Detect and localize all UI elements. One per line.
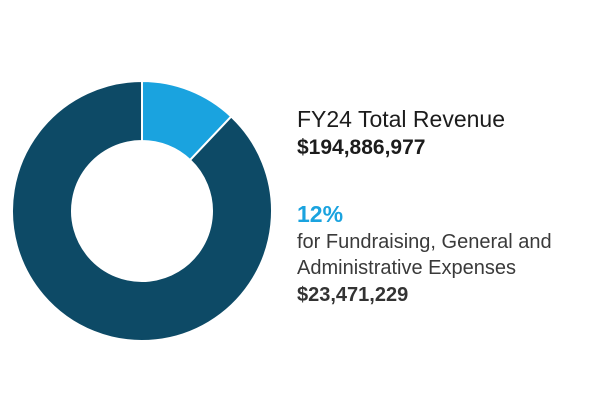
expense-percent: 12% <box>297 201 344 227</box>
expense-value: $23,471,229 <box>297 284 409 306</box>
chart-title: FY24 Total Revenue <box>297 106 505 132</box>
expense-description: for Fundraising, General and Administrat… <box>297 229 597 281</box>
donut-slices <box>11 79 273 342</box>
expense-description-line-2: Administrative Expenses <box>297 257 516 279</box>
total-revenue-value: $194,886,977 <box>297 136 426 159</box>
donut-slice-2 <box>11 79 273 342</box>
expense-description-line-1: for Fundraising, General and <box>297 231 552 253</box>
donut-chart <box>11 79 273 342</box>
